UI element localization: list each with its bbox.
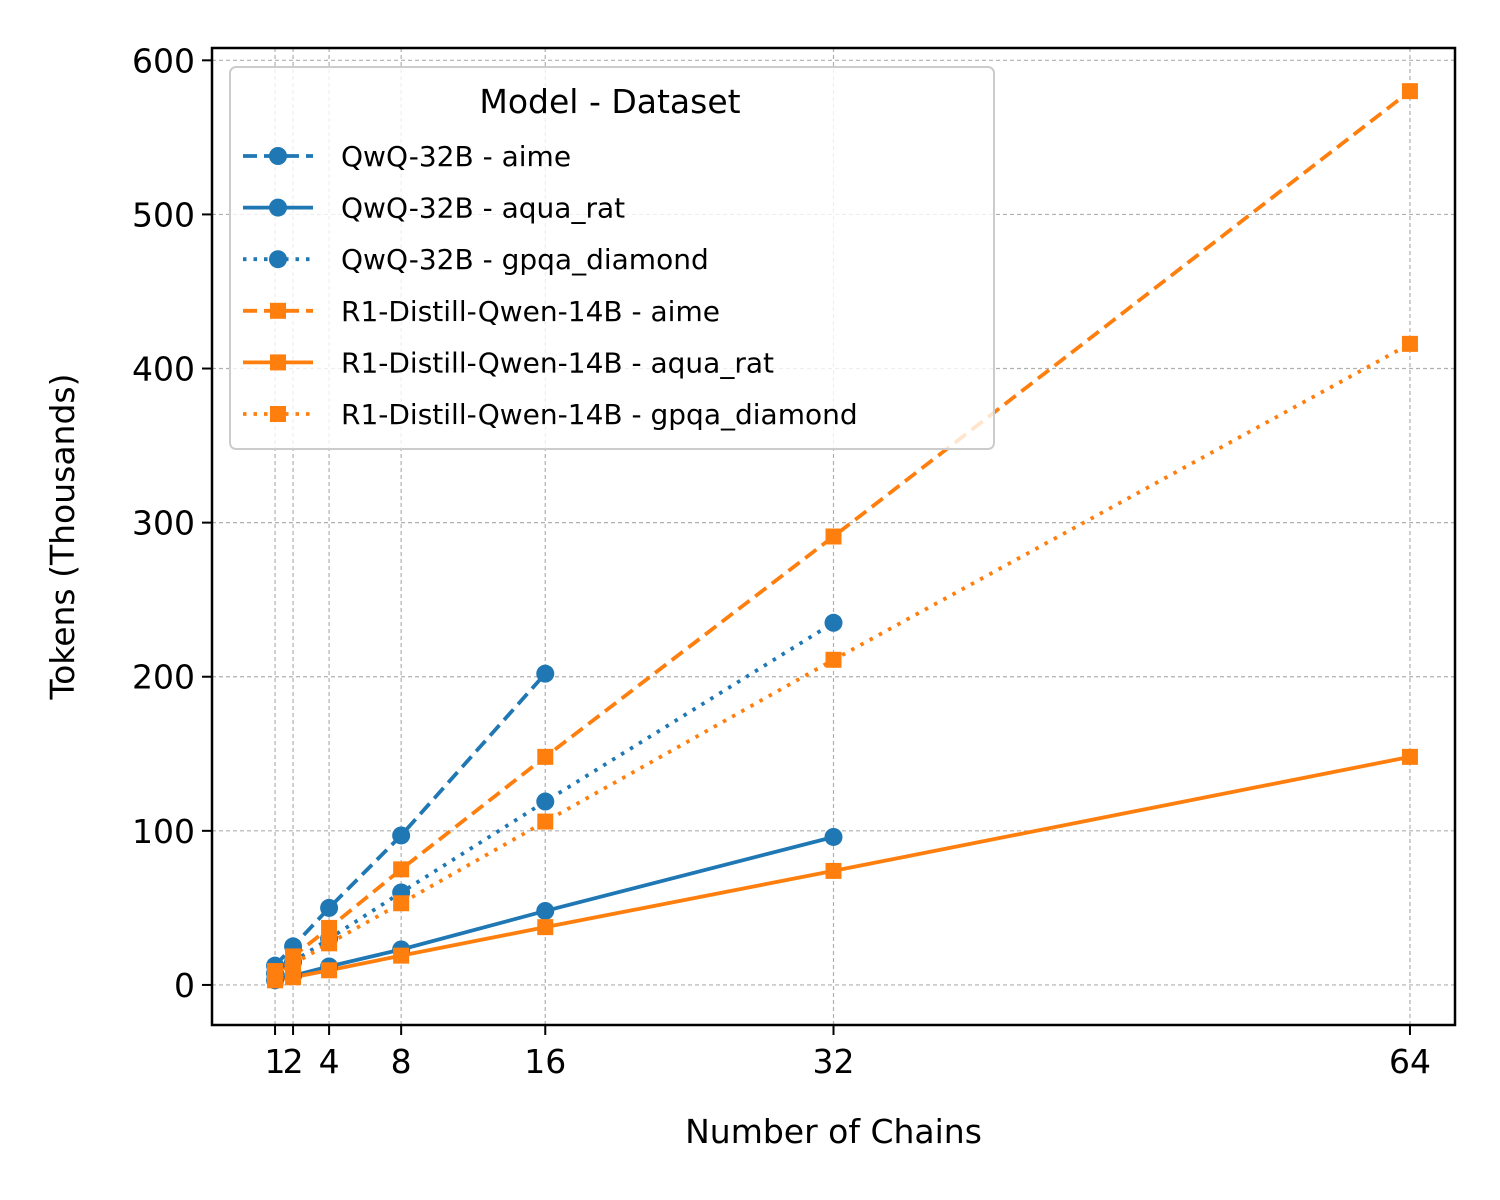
legend-label: R1-Distill-Qwen-14B - gpqa_diamond bbox=[341, 398, 858, 431]
legend-marker bbox=[269, 250, 287, 269]
legend-label: R1-Distill-Qwen-14B - aime bbox=[341, 295, 720, 328]
legend-marker bbox=[270, 354, 286, 371]
data-point bbox=[393, 947, 410, 964]
x-tick-label: 16 bbox=[524, 1042, 566, 1081]
data-point bbox=[320, 898, 339, 917]
data-point bbox=[536, 664, 555, 683]
legend-label: QwQ-32B - gpqa_diamond bbox=[341, 243, 709, 276]
legend-label: QwQ-32B - aime bbox=[341, 140, 571, 173]
data-point bbox=[1401, 83, 1418, 100]
x-tick-label: 1 bbox=[265, 1042, 286, 1081]
series-line bbox=[274, 621, 835, 975]
legend-marker bbox=[269, 147, 287, 165]
data-point bbox=[824, 827, 843, 846]
x-tick-label: 8 bbox=[391, 1042, 412, 1081]
y-axis-label: Tokens (Thousands) bbox=[43, 374, 82, 701]
x-tick-label: 2 bbox=[283, 1042, 304, 1081]
data-point bbox=[537, 919, 554, 936]
data-point bbox=[537, 813, 554, 830]
data-point bbox=[392, 826, 411, 845]
y-tick-label: 500 bbox=[132, 195, 195, 234]
data-point bbox=[393, 861, 410, 878]
series-line bbox=[274, 754, 1411, 983]
data-point bbox=[824, 613, 843, 632]
x-tick-label: 32 bbox=[813, 1042, 855, 1081]
data-point bbox=[536, 901, 555, 920]
data-point bbox=[321, 962, 338, 979]
x-tick-label: 64 bbox=[1389, 1042, 1431, 1081]
legend-items: QwQ-32B - aime QwQ-32B - aqua_rat QwQ-32B … bbox=[243, 140, 858, 431]
data-point bbox=[537, 748, 554, 765]
y-axis-ticks: 0 100 200 300 400 500 600 bbox=[132, 41, 212, 1005]
x-axis-ticks: 12 4 8 16 32 64 bbox=[265, 1025, 1431, 1081]
data-point bbox=[321, 935, 338, 952]
data-point bbox=[321, 919, 338, 936]
data-point bbox=[285, 956, 302, 973]
data-point bbox=[1401, 335, 1418, 352]
y-tick-label: 600 bbox=[132, 41, 195, 80]
series-markers bbox=[266, 83, 1418, 990]
legend-marker bbox=[270, 302, 286, 319]
data-point bbox=[285, 969, 302, 986]
legend-marker bbox=[269, 198, 287, 217]
legend-label: R1-Distill-Qwen-14B - aqua_rat bbox=[341, 346, 774, 379]
series-line bbox=[273, 672, 547, 967]
x-axis-label: Number of Chains bbox=[685, 1112, 982, 1151]
data-point bbox=[267, 966, 284, 983]
data-point bbox=[825, 528, 842, 545]
y-tick-label: 0 bbox=[174, 966, 195, 1005]
data-point bbox=[393, 895, 410, 912]
data-point bbox=[1401, 748, 1418, 765]
legend-box bbox=[229, 66, 995, 450]
data-point bbox=[825, 862, 842, 879]
y-tick-label: 100 bbox=[132, 812, 195, 851]
series-line bbox=[274, 835, 834, 983]
y-tick-label: 200 bbox=[132, 658, 195, 697]
legend-marker bbox=[270, 406, 286, 422]
legend-title: Model - Dataset bbox=[479, 82, 740, 121]
x-tick-label: 4 bbox=[319, 1042, 340, 1081]
y-tick-label: 400 bbox=[132, 350, 195, 389]
data-point bbox=[536, 792, 555, 811]
y-tick-label: 300 bbox=[132, 504, 195, 543]
legend-label: QwQ-32B - aqua_rat bbox=[341, 192, 625, 225]
data-point bbox=[825, 651, 842, 668]
